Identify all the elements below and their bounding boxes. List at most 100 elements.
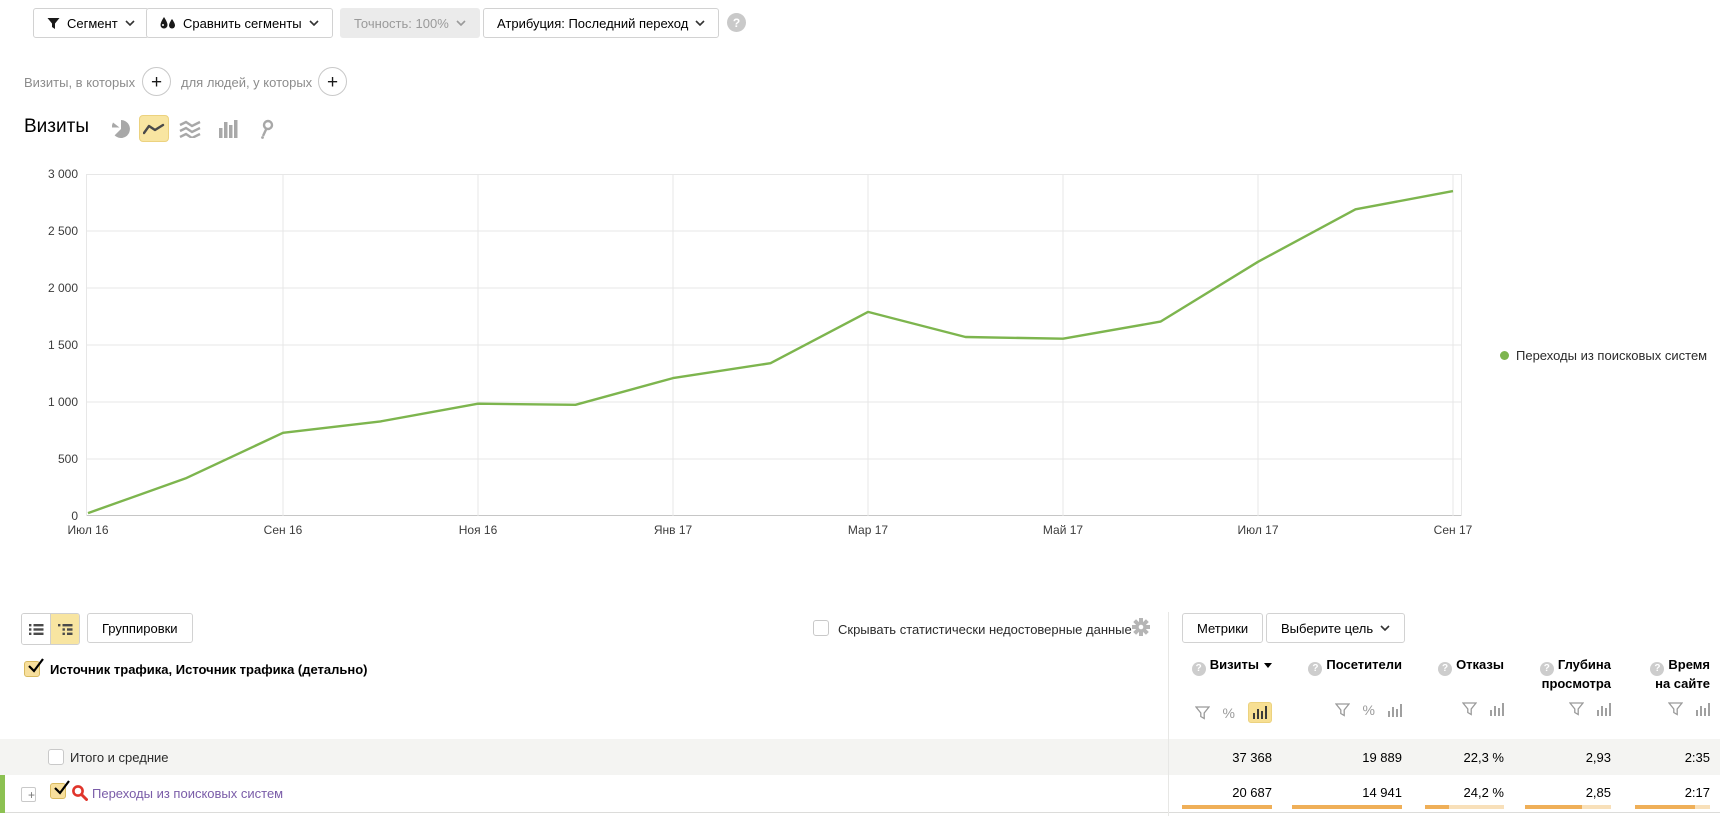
column-header-depth[interactable]: ? Глубина просмотра bbox=[1519, 657, 1611, 692]
column-label: Время на сайте bbox=[1655, 657, 1710, 691]
bounces-column-tools bbox=[1462, 702, 1504, 716]
visits-ratio-bar bbox=[1182, 805, 1272, 809]
totals-visits-value: 37 368 bbox=[1232, 750, 1272, 765]
y-axis-tick-label: 1 000 bbox=[47, 395, 78, 409]
tree-list-view-button[interactable] bbox=[50, 614, 79, 644]
x-axis-tick-label: Сен 17 bbox=[1433, 523, 1473, 537]
help-glyph: ? bbox=[1543, 663, 1550, 674]
bars-display-icon[interactable] bbox=[1490, 702, 1504, 716]
chart-type-columns-button[interactable] bbox=[215, 116, 241, 142]
bars-display-selected-icon[interactable] bbox=[1248, 702, 1272, 723]
x-axis-tick-label: Мар 17 bbox=[847, 523, 889, 537]
funnel-icon bbox=[47, 17, 60, 29]
add-people-condition-button[interactable]: + bbox=[318, 67, 347, 96]
chevron-down-icon bbox=[1380, 625, 1390, 631]
series-color-bar bbox=[0, 775, 5, 813]
totals-visitors-value: 19 889 bbox=[1362, 750, 1402, 765]
search-traffic-link[interactable]: Переходы из поисковых систем bbox=[92, 786, 284, 801]
columns-chart-icon bbox=[219, 120, 238, 138]
y-axis-tick-label: 2 500 bbox=[47, 224, 78, 238]
percent-icon[interactable]: % bbox=[1362, 702, 1375, 718]
search-visitors-value: 14 941 bbox=[1362, 785, 1402, 800]
x-axis-tick-label: Сен 16 bbox=[263, 523, 303, 537]
column-header-visits[interactable]: ? Визиты bbox=[1191, 657, 1272, 676]
column-label: Глубина просмотра bbox=[1541, 657, 1611, 691]
visits-condition-label: Визиты, в которых bbox=[24, 75, 136, 90]
totals-row-label: Итого и средние bbox=[70, 750, 169, 765]
filter-icon[interactable] bbox=[1194, 705, 1210, 720]
checkmark-icon bbox=[28, 658, 44, 673]
filter-icon[interactable] bbox=[1334, 703, 1350, 717]
legend-dot-icon bbox=[1500, 351, 1509, 360]
chart-legend: Переходы из поисковых систем bbox=[1500, 348, 1707, 363]
table-column-divider bbox=[1168, 612, 1169, 816]
column-header-time[interactable]: ? Время на сайте bbox=[1636, 657, 1710, 692]
attribution-button[interactable]: Атрибуция: Последний переход bbox=[483, 8, 720, 38]
bars-display-icon[interactable] bbox=[1388, 703, 1402, 717]
filter-icon[interactable] bbox=[1462, 702, 1477, 716]
metrics-button[interactable]: Метрики bbox=[1182, 613, 1264, 643]
chart-type-line-button[interactable] bbox=[139, 115, 169, 142]
compare-segments-button[interactable]: Сравнить сегменты bbox=[146, 8, 333, 38]
totals-row-checkbox[interactable] bbox=[48, 749, 64, 765]
table-row-totals: Итого и средние 37 368 19 889 22,3 % 2,9… bbox=[0, 739, 1720, 775]
chevron-down-icon bbox=[125, 20, 135, 26]
chart-type-pie-button[interactable] bbox=[108, 116, 134, 142]
filter-icon[interactable] bbox=[1668, 702, 1683, 716]
visitors-column-tools: % bbox=[1334, 702, 1402, 718]
column-label: Посетители bbox=[1326, 657, 1402, 672]
select-goal-button[interactable]: Выберите цель bbox=[1266, 613, 1406, 643]
time-column-tools bbox=[1668, 702, 1710, 716]
x-axis-tick-label: Июл 17 bbox=[1237, 523, 1279, 537]
people-condition-label: для людей, у которых bbox=[181, 75, 313, 90]
help-icon[interactable]: ? bbox=[1650, 662, 1665, 676]
help-icon[interactable]: ? bbox=[1539, 662, 1554, 676]
search-time-value: 2:17 bbox=[1684, 785, 1710, 800]
chevron-down-icon bbox=[456, 20, 466, 26]
groupings-button[interactable]: Группировки bbox=[87, 613, 193, 643]
dimension-header: Источник трафика, Источник трафика (дета… bbox=[50, 662, 368, 677]
help-icon[interactable]: ? bbox=[1308, 662, 1323, 676]
chart-type-area-button[interactable] bbox=[177, 116, 203, 142]
help-icon[interactable]: ? bbox=[727, 13, 746, 32]
x-axis-tick-label: Июл 16 bbox=[67, 523, 109, 537]
compare-segments-label: Сравнить сегменты bbox=[183, 15, 302, 31]
help-glyph: ? bbox=[1195, 663, 1202, 674]
add-visit-condition-button[interactable]: + bbox=[142, 67, 171, 96]
pie-chart-icon bbox=[111, 120, 130, 138]
help-icon[interactable]: ? bbox=[1191, 662, 1206, 676]
totals-depth-value: 2,93 bbox=[1585, 750, 1611, 765]
search-traffic-row-checkbox[interactable] bbox=[50, 780, 70, 799]
segment-button[interactable]: Сегмент bbox=[33, 8, 149, 38]
hide-unreliable-checkbox[interactable] bbox=[813, 620, 829, 636]
bars-display-icon[interactable] bbox=[1696, 702, 1710, 716]
chart-title: Визиты bbox=[24, 116, 89, 137]
select-all-rows-checkbox[interactable] bbox=[24, 658, 44, 677]
filter-icon[interactable] bbox=[1569, 702, 1584, 716]
help-glyph: ? bbox=[1442, 663, 1449, 674]
bars-display-icon[interactable] bbox=[1597, 702, 1611, 716]
flat-list-view-button[interactable] bbox=[22, 614, 50, 644]
search-visits-value: 20 687 bbox=[1232, 785, 1272, 800]
line-chart-icon bbox=[143, 123, 165, 134]
chart-type-map-button[interactable] bbox=[254, 116, 280, 142]
search-depth-value: 2,85 bbox=[1585, 785, 1611, 800]
y-axis-tick-label: 2 000 bbox=[47, 281, 78, 295]
plus-icon: + bbox=[150, 72, 163, 93]
expand-row-button[interactable]: + bbox=[21, 787, 36, 802]
column-header-visitors[interactable]: ? Посетители bbox=[1308, 657, 1402, 676]
column-label: Визиты bbox=[1209, 657, 1259, 672]
help-icon[interactable]: ? bbox=[1438, 662, 1453, 676]
search-bounces-value: 24,2 % bbox=[1463, 785, 1504, 800]
percent-icon[interactable]: % bbox=[1222, 704, 1235, 721]
gear-icon[interactable] bbox=[1132, 618, 1150, 636]
column-header-bounces[interactable]: ? Отказы bbox=[1438, 657, 1504, 676]
table-view-toggle bbox=[21, 613, 80, 645]
visits-line-chart bbox=[86, 174, 1462, 521]
accuracy-button[interactable]: Точность: 100% bbox=[340, 8, 480, 38]
x-axis-tick-label: Ноя 16 bbox=[458, 523, 498, 537]
chevron-down-icon bbox=[695, 20, 705, 26]
x-axis-tick-label: Янв 17 bbox=[653, 523, 693, 537]
tree-list-icon bbox=[57, 623, 72, 635]
